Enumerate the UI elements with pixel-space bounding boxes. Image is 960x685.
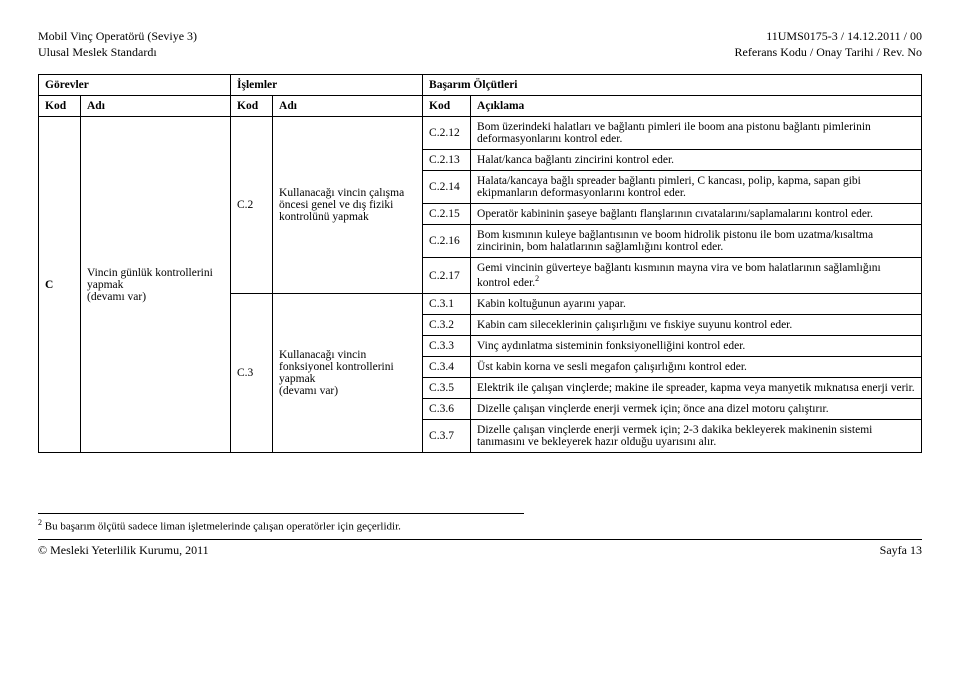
table-row: C Vincin günlük kontrollerini yapmak (de… (39, 117, 922, 150)
row-kod: C.3.4 (423, 357, 471, 378)
footer-left: © Mesleki Yeterlilik Kurumu, 2011 (38, 543, 209, 558)
row-text: Kabin cam sileceklerinin çalışırlığını v… (471, 315, 922, 336)
row-text: Üst kabin korna ve sesli megafon çalışır… (471, 357, 922, 378)
col-kod-3: Kod (423, 96, 471, 117)
row-text: Operatör kabininin şaseye bağlantı flanş… (471, 204, 922, 225)
header-right-line1: 11UMS0175-3 / 14.12.2011 / 00 (735, 28, 922, 44)
row-text: Dizelle çalışan vinçlerde enerji vermek … (471, 399, 922, 420)
islem2-adi: Kullanacağı vincin fonksiyonel kontrolle… (273, 294, 423, 453)
row-kod: C.2.17 (423, 258, 471, 294)
row-text: Bom üzerindeki halatları ve bağlantı pim… (471, 117, 922, 150)
footnote: 2 Bu başarım ölçütü sadece liman işletme… (38, 513, 524, 533)
islem1-kod: C.2 (231, 117, 273, 294)
standards-table: Görevler İşlemler Başarım Ölçütleri Kod … (38, 74, 922, 453)
table-header-row-1: Görevler İşlemler Başarım Ölçütleri (39, 75, 922, 96)
header-left: Mobil Vinç Operatörü (Seviye 3) Ulusal M… (38, 28, 197, 60)
col-gorevler: Görevler (39, 75, 231, 96)
row-text: Halata/kancaya bağlı spreader bağlantı p… (471, 171, 922, 204)
row-kod: C.2.13 (423, 150, 471, 171)
page-header: Mobil Vinç Operatörü (Seviye 3) Ulusal M… (38, 28, 922, 60)
col-kod-2: Kod (231, 96, 273, 117)
header-left-line1: Mobil Vinç Operatörü (Seviye 3) (38, 28, 197, 44)
islem2-kod: C.3 (231, 294, 273, 453)
row-text: Vinç aydınlatma sisteminin fonksiyonelli… (471, 336, 922, 357)
header-right: 11UMS0175-3 / 14.12.2011 / 00 Referans K… (735, 28, 922, 60)
row-kod: C.3.6 (423, 399, 471, 420)
islem1-adi: Kullanacağı vincin çalışma öncesi genel … (273, 117, 423, 294)
footer-right: Sayfa 13 (880, 543, 922, 558)
col-basarim: Başarım Ölçütleri (423, 75, 922, 96)
col-adi-2: Adı (273, 96, 423, 117)
row-text: Halat/kanca bağlantı zincirini kontrol e… (471, 150, 922, 171)
row-kod: C.2.14 (423, 171, 471, 204)
header-right-line2: Referans Kodu / Onay Tarihi / Rev. No (735, 44, 922, 60)
table-header-row-2: Kod Adı Kod Adı Kod Açıklama (39, 96, 922, 117)
col-aciklama: Açıklama (471, 96, 922, 117)
col-kod-1: Kod (39, 96, 81, 117)
page-footer: © Mesleki Yeterlilik Kurumu, 2011 Sayfa … (38, 539, 922, 558)
row-kod: C.3.2 (423, 315, 471, 336)
gorev-kod: C (39, 117, 81, 453)
row-kod: C.2.15 (423, 204, 471, 225)
col-adi-1: Adı (81, 96, 231, 117)
row-kod: C.3.3 (423, 336, 471, 357)
row-text: Gemi vincinin güverteye bağlantı kısmını… (471, 258, 922, 294)
row-kod: C.3.7 (423, 420, 471, 453)
footnote-ref: 2 (535, 274, 539, 283)
header-left-line2: Ulusal Meslek Standardı (38, 44, 197, 60)
row-text: Kabin koltuğunun ayarını yapar. (471, 294, 922, 315)
gorev-adi: Vincin günlük kontrollerini yapmak (deva… (81, 117, 231, 453)
row-kod: C.3.1 (423, 294, 471, 315)
row-text: Bom kısmının kuleye bağlantısının ve boo… (471, 225, 922, 258)
col-islemler: İşlemler (231, 75, 423, 96)
footnote-text: Bu başarım ölçütü sadece liman işletmele… (42, 521, 401, 533)
row-kod: C.2.16 (423, 225, 471, 258)
row-kod: C.3.5 (423, 378, 471, 399)
row-text: Dizelle çalışan vinçlerde enerji vermek … (471, 420, 922, 453)
row-text: Elektrik ile çalışan vinçlerde; makine i… (471, 378, 922, 399)
row-kod: C.2.12 (423, 117, 471, 150)
